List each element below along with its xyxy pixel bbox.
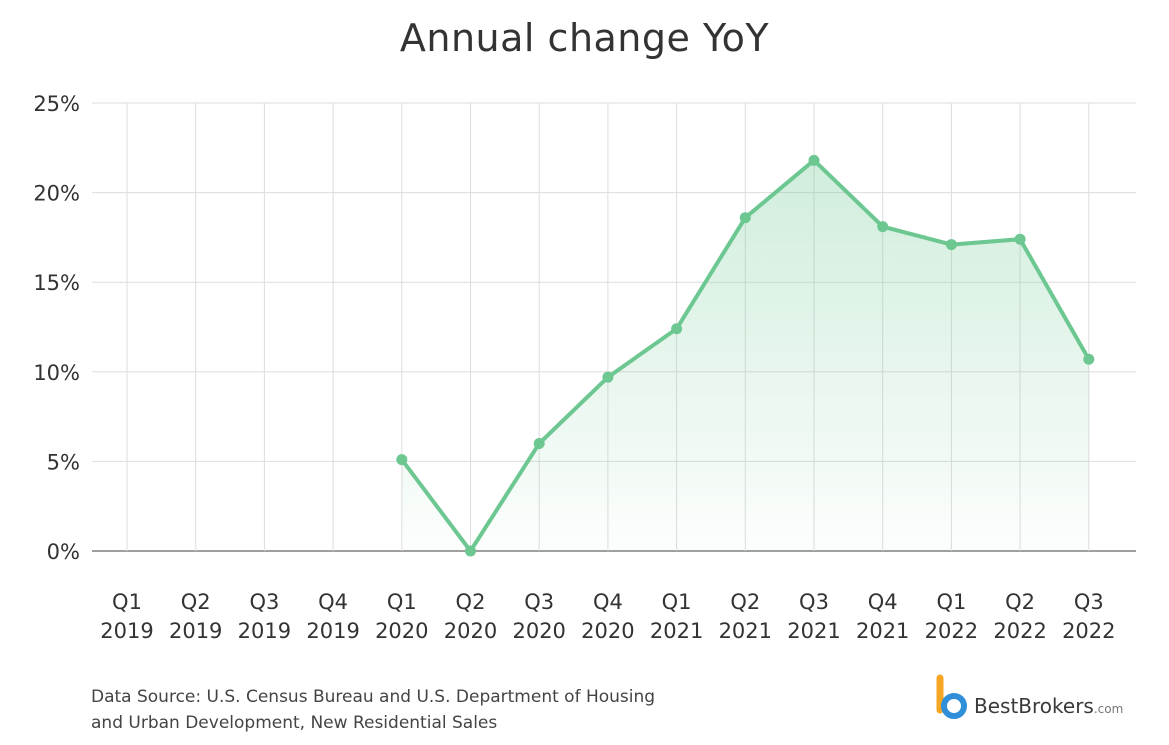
x-tick-label-year: 2020: [512, 619, 565, 643]
data-point: [808, 154, 820, 166]
data-point: [1083, 353, 1095, 365]
x-tick-label-quarter: Q4: [593, 590, 623, 614]
x-tick-label-year: 2020: [444, 619, 497, 643]
x-tick-label-year: 2021: [787, 619, 840, 643]
y-tick-label: 0%: [47, 540, 80, 564]
y-tick-label: 15%: [33, 271, 80, 295]
x-tick-label-year: 2019: [238, 619, 291, 643]
data-point: [945, 239, 957, 251]
x-tick-label-year: 2020: [581, 619, 634, 643]
data-point: [396, 454, 408, 466]
y-tick-label: 10%: [33, 361, 80, 385]
data-source-line-2: and Urban Development, New Residential S…: [91, 713, 498, 733]
data-point: [877, 221, 889, 233]
y-tick-label: 25%: [33, 92, 80, 116]
brand-name: BestBrokers.com: [974, 694, 1123, 718]
x-tick-label-year: 2021: [856, 619, 909, 643]
x-tick-label-quarter: Q4: [868, 590, 898, 614]
bestbrokers-logo-icon: [936, 674, 967, 719]
y-tick-label: 5%: [47, 450, 80, 474]
x-tick-label-year: 2020: [375, 619, 428, 643]
x-tick-label-year: 2022: [993, 619, 1046, 643]
series-area-fill: [401, 160, 1089, 552]
x-tick-label-quarter: Q3: [1074, 590, 1104, 614]
x-tick-label-quarter: Q1: [387, 590, 417, 614]
x-tick-label-year: 2022: [1062, 619, 1115, 643]
x-axis: Q1 2019 Q2 2019 Q3 2019 Q4 2019 Q1 2020 Q2 2020 Q3 20…: [100, 590, 1115, 643]
data-point: [671, 323, 683, 335]
brand-name-text: BestBrokers: [974, 694, 1094, 718]
x-tick-label-year: 2021: [650, 619, 703, 643]
y-tick-label: 20%: [33, 182, 80, 206]
x-tick-label-quarter: Q3: [249, 590, 279, 614]
x-tick-label-year: 2019: [100, 619, 153, 643]
x-tick-label-quarter: Q1: [936, 590, 966, 614]
data-point: [533, 437, 545, 449]
x-tick-label-quarter: Q2: [1005, 590, 1035, 614]
data-source-line-1: Data Source: U.S. Census Bureau and U.S.…: [91, 687, 656, 707]
data-point: [1014, 233, 1026, 245]
x-tick-label-quarter: Q2: [456, 590, 486, 614]
y-axis: 0% 5% 10% 15% 20% 25%: [33, 92, 80, 564]
x-tick-label-quarter: Q2: [181, 590, 211, 614]
data-point: [602, 371, 614, 383]
data-point: [739, 212, 751, 224]
x-tick-label-quarter: Q2: [730, 590, 760, 614]
x-tick-label-quarter: Q3: [799, 590, 829, 614]
x-tick-label-quarter: Q3: [524, 590, 554, 614]
x-tick-label-year: 2021: [719, 619, 772, 643]
chart-title: Annual change YoY: [399, 16, 770, 60]
x-tick-label-year: 2019: [306, 619, 359, 643]
brand-domain: .com: [1093, 702, 1124, 716]
x-tick-label-quarter: Q1: [662, 590, 692, 614]
series-layer: [396, 154, 1095, 557]
data-point: [465, 545, 476, 557]
x-tick-label-quarter: Q1: [112, 590, 142, 614]
x-tick-label-year: 2019: [169, 619, 222, 643]
x-tick-label-quarter: Q4: [318, 590, 348, 614]
x-tick-label-year: 2022: [925, 619, 978, 643]
brand-logo: BestBrokers.com: [934, 674, 1144, 724]
data-source-note: Data Source: U.S. Census Bureau and U.S.…: [91, 684, 655, 736]
